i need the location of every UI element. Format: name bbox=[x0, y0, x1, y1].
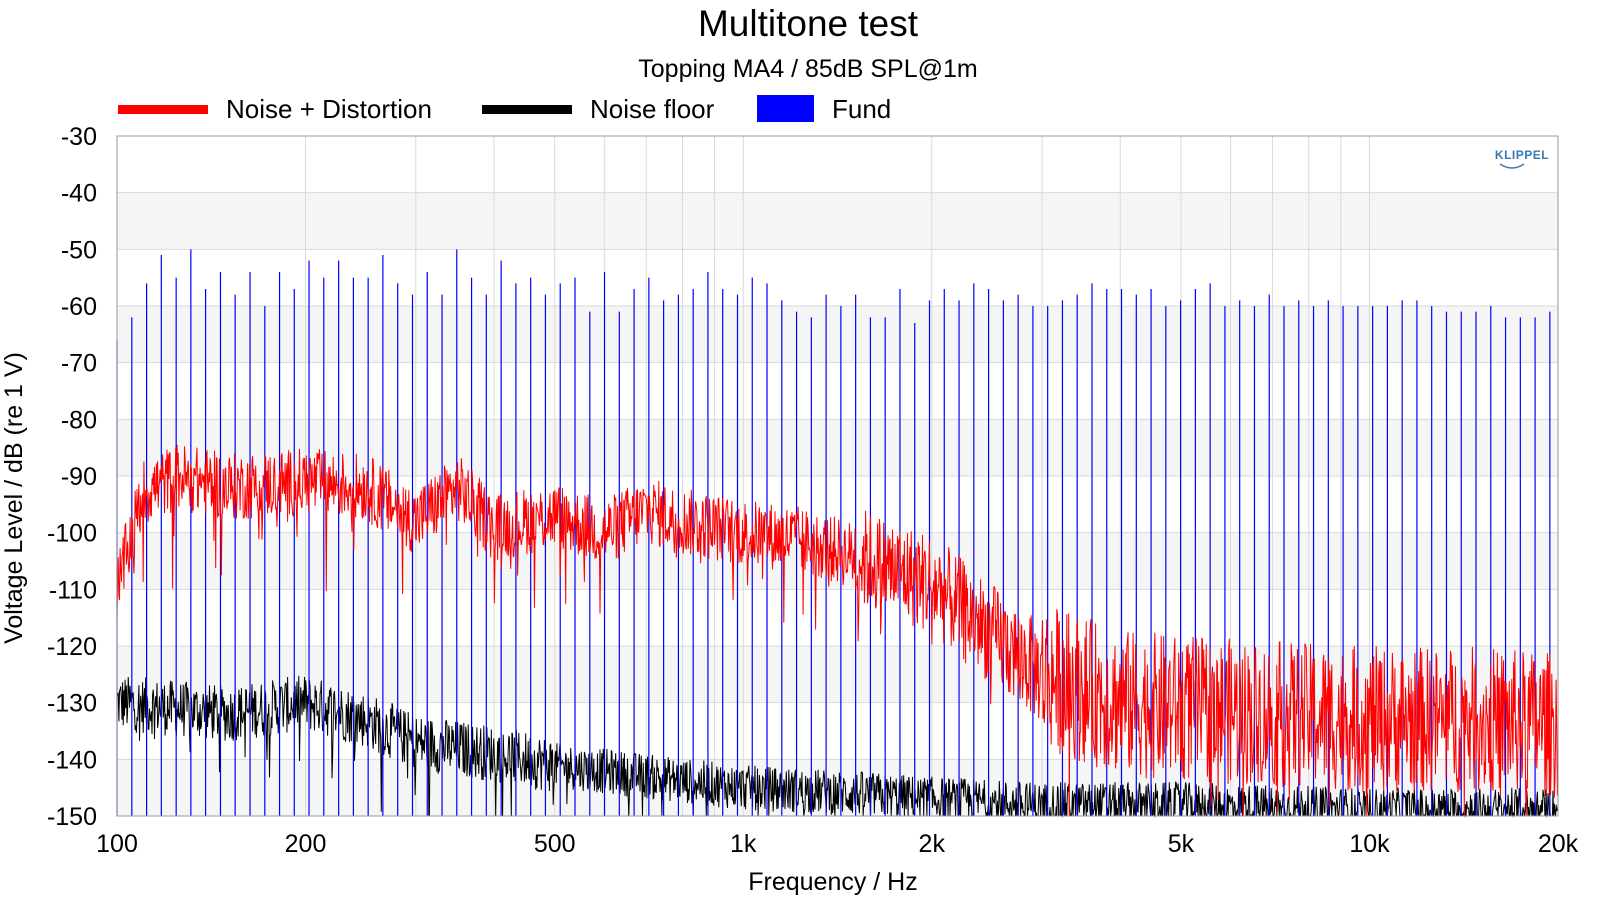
chart-subtitle: Topping MA4 / 85dB SPL@1m bbox=[638, 55, 977, 83]
y-tick-label: -90 bbox=[61, 463, 97, 491]
logo-swoosh-icon bbox=[1499, 163, 1525, 169]
x-tick-label: 100 bbox=[96, 830, 138, 858]
x-tick-label: 2k bbox=[919, 830, 946, 858]
legend-label-noise-distortion: Noise + Distortion bbox=[226, 94, 432, 124]
x-tick-label: 200 bbox=[285, 830, 327, 858]
y-tick-label: -130 bbox=[47, 690, 97, 718]
x-tick-labels: 100 200 500 1k 2k 5k 10k 20k bbox=[96, 830, 1579, 858]
plot-band bbox=[117, 646, 1558, 703]
plot-frame bbox=[116, 135, 1559, 817]
y-tick-label: -150 bbox=[47, 803, 97, 831]
logo-text: KLIPPEL bbox=[1495, 148, 1549, 162]
x-tick-label: 5k bbox=[1168, 830, 1195, 858]
x-tick-label: 20k bbox=[1538, 830, 1579, 858]
y-tick-label: -110 bbox=[49, 576, 97, 604]
plot-band bbox=[117, 419, 1558, 476]
legend-label-noise-floor: Noise floor bbox=[590, 94, 715, 124]
chart-title: Multitone test bbox=[698, 3, 919, 44]
x-tick-label: 10k bbox=[1349, 830, 1390, 858]
plot-band bbox=[117, 306, 1558, 363]
legend: Noise + Distortion Noise floor Fund bbox=[118, 94, 891, 124]
y-tick-labels: -30 -40 -50 -60 -70 -80 -90 -100 -110 -120 -130 -14… bbox=[47, 123, 97, 831]
axes bbox=[116, 135, 1559, 817]
y-tick-label: -30 bbox=[61, 123, 97, 151]
y-axis-label: Voltage Level / dB (re 1 V) bbox=[0, 352, 28, 644]
x-tick-label: 500 bbox=[534, 830, 576, 858]
y-tick-label: -60 bbox=[61, 293, 97, 321]
y-tick-label: -70 bbox=[61, 350, 97, 378]
y-tick-label: -120 bbox=[47, 633, 97, 661]
y-tick-label: -50 bbox=[61, 236, 97, 264]
series-layer bbox=[116, 249, 1559, 818]
y-tick-label: -40 bbox=[61, 180, 97, 208]
x-tick-label: 1k bbox=[730, 830, 757, 858]
plot-band bbox=[117, 192, 1558, 250]
legend-swatch-fund bbox=[757, 95, 814, 122]
series-noise-distortion bbox=[116, 444, 1559, 817]
y-tick-label: -80 bbox=[61, 406, 97, 434]
legend-swatch-noise-distortion bbox=[118, 105, 208, 114]
legend-swatch-noise-floor bbox=[482, 105, 572, 114]
y-tick-label: -140 bbox=[47, 746, 97, 774]
klippel-logo: KLIPPEL bbox=[1495, 148, 1549, 169]
x-axis-label: Frequency / Hz bbox=[748, 868, 918, 896]
legend-label-fund: Fund bbox=[832, 94, 891, 124]
y-tick-label: -100 bbox=[47, 520, 97, 548]
